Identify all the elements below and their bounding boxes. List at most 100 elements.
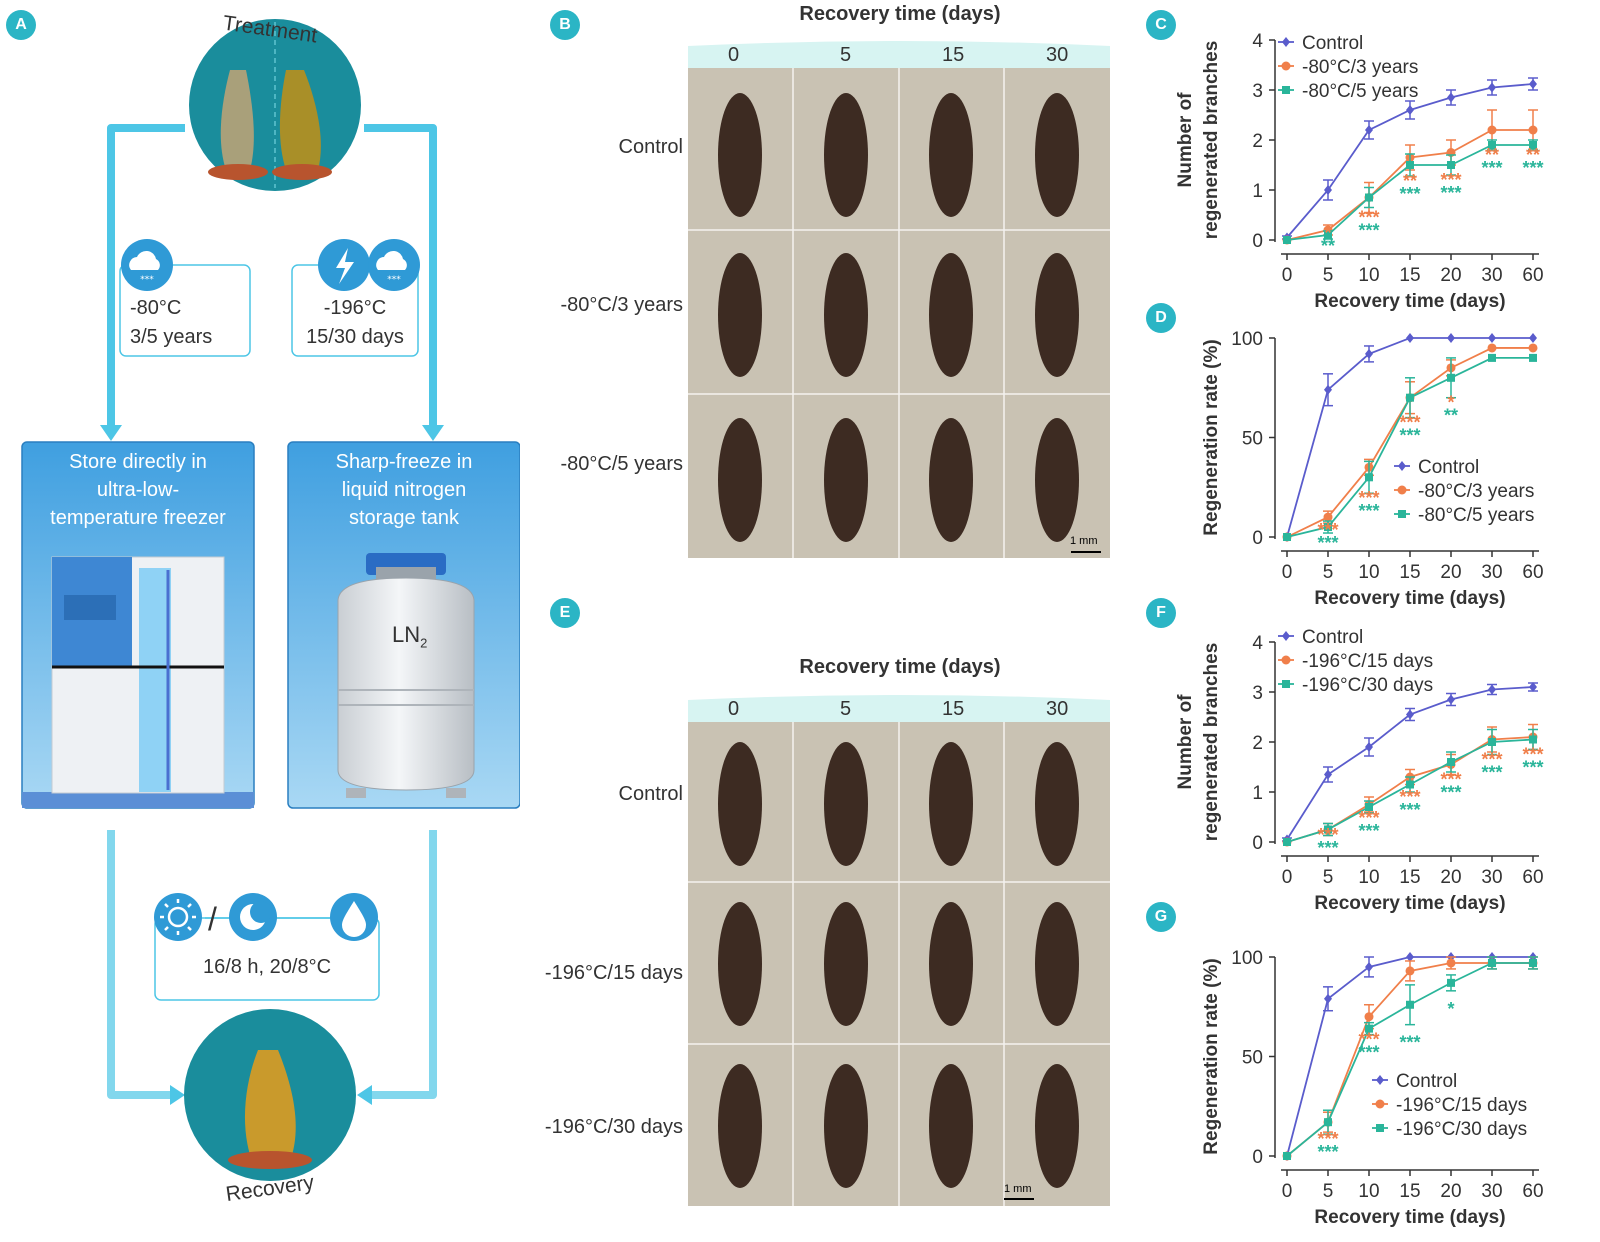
panel-letter-e: E	[550, 598, 580, 628]
freezer-title: Store directly in ultra-low- temperature…	[22, 448, 254, 532]
legend-label: Control	[1396, 1071, 1457, 1092]
significance-marker: ***	[1358, 1030, 1379, 1050]
x-tick-label: 0	[1282, 562, 1293, 583]
significance-marker: ***	[1440, 183, 1461, 203]
scale-bar-label: 1 mm	[1070, 535, 1098, 547]
x-tick-label: 20	[1440, 1181, 1461, 1202]
x-tick-label: 0	[1282, 867, 1293, 888]
ln2-box	[287, 441, 520, 809]
y-tick-label: 50	[1242, 1048, 1263, 1069]
y-tick-label: 1	[1252, 783, 1263, 804]
data-point	[1364, 1012, 1374, 1022]
chart-g: 0 50 100 0 5 10 15 20 30 60 Recovery time (days) Re…	[1201, 948, 1544, 1228]
x-tick-label: 5	[1323, 867, 1334, 888]
data-point	[1406, 709, 1414, 720]
significance-marker: ***	[1317, 838, 1338, 858]
column-label: 0	[728, 698, 740, 720]
y-tick-label: 0	[1252, 231, 1263, 252]
legend-marker	[1282, 631, 1290, 641]
legend-marker	[1397, 485, 1407, 495]
legend-label: -196°C/15 days	[1396, 1095, 1527, 1116]
data-point	[1365, 1024, 1373, 1033]
significance-marker: ***	[1481, 158, 1502, 178]
significance-marker: ***	[1481, 763, 1502, 783]
significance-marker: ***	[1522, 158, 1543, 178]
x-tick-label: 60	[1522, 562, 1543, 583]
legend-marker	[1398, 510, 1406, 518]
water-drop-icon	[330, 893, 378, 941]
freezer-title-line: temperature freezer	[50, 507, 226, 529]
x-tick-label: 10	[1358, 867, 1379, 888]
panel-b-photo-grid	[688, 41, 1110, 558]
chart-c: 0 1 2 3 4 0 5 10 15 20 30 60 Recovery time (days) Num…	[1175, 31, 1544, 312]
significance-marker: ***	[1440, 770, 1461, 790]
x-tick-label: 0	[1282, 265, 1293, 286]
y-axis-label: Number of	[1175, 92, 1196, 188]
data-point	[1488, 141, 1496, 149]
data-point	[1406, 393, 1414, 402]
x-axis-label: Recovery time (days)	[1314, 893, 1505, 914]
y-tick-label: 2	[1252, 733, 1263, 754]
data-point	[1529, 958, 1537, 967]
y-tick-label: 0	[1252, 1147, 1263, 1168]
data-point	[1529, 682, 1537, 692]
column-label: 30	[1046, 698, 1069, 720]
ln2-title-line: Sharp-freeze in	[335, 451, 473, 473]
x-tick-label: 60	[1522, 1181, 1543, 1202]
svg-text:***: ***	[387, 275, 401, 285]
x-tick-label: 10	[1358, 265, 1379, 286]
y-tick-label: 2	[1252, 131, 1263, 152]
significance-marker: ***	[1399, 426, 1420, 446]
y-axis-label: regenerated branches	[1201, 41, 1222, 240]
data-point	[1406, 105, 1414, 115]
significance-marker: ***	[1440, 170, 1461, 190]
x-tick-label: 15	[1399, 265, 1420, 286]
significance-marker: ***	[1399, 1033, 1420, 1053]
column-label: 5	[840, 44, 852, 66]
significance-marker: *	[1447, 393, 1454, 413]
panel-letter-f: F	[1146, 598, 1176, 628]
legend-marker	[1375, 1099, 1385, 1109]
data-point	[1406, 780, 1414, 789]
x-tick-label: 15	[1399, 1181, 1420, 1202]
legend-label: -80°C/5 years	[1302, 81, 1418, 102]
panel-letter-d: D	[1146, 303, 1176, 333]
x-axis-label: Recovery time (days)	[1314, 588, 1505, 609]
data-point	[1447, 161, 1455, 169]
x-tick-label: 30	[1481, 867, 1502, 888]
scale-bar-label: 1 mm	[1004, 1183, 1032, 1195]
legend-label: -80°C/3 years	[1302, 57, 1418, 78]
legend-label: Control	[1302, 33, 1363, 54]
data-point	[1283, 1152, 1291, 1160]
significance-marker: ***	[1358, 208, 1379, 228]
legend-marker	[1281, 61, 1291, 71]
data-point	[1488, 738, 1496, 746]
lightning-icon	[318, 239, 370, 291]
moon-icon	[229, 893, 277, 941]
legend-label: -196°C/30 days	[1396, 1119, 1527, 1140]
x-tick-label: 5	[1323, 265, 1334, 286]
x-tick-label: 10	[1358, 1181, 1379, 1202]
data-point	[1447, 333, 1455, 343]
significance-marker: ***	[1358, 821, 1379, 841]
left-condition: -80°C 3/5 years	[130, 294, 212, 352]
data-point	[1529, 353, 1537, 362]
row-label: -196°C/30 days	[544, 1116, 683, 1138]
significance-marker: ***	[1522, 758, 1543, 778]
legend-marker	[1376, 1124, 1384, 1132]
significance-marker: ***	[1399, 184, 1420, 204]
significance-marker: ***	[1399, 413, 1420, 433]
data-point	[1406, 161, 1414, 169]
data-point	[1529, 141, 1537, 149]
panel-letter-a: A	[6, 10, 36, 40]
panel-b-header: Recovery time (days)	[799, 3, 1001, 25]
right-condition-temp: -196°C	[323, 297, 387, 319]
flow-arrows	[107, 124, 437, 1099]
ln2-label: LN2	[392, 622, 427, 650]
ln2-title-line: liquid nitrogen	[341, 479, 467, 501]
panel-a-diagram: *** ***	[21, 19, 520, 1181]
significance-marker: ***	[1317, 1142, 1338, 1162]
significance-marker: **	[1321, 236, 1335, 256]
chart-d: 0 50 100 0 5 10 15 20 30 60 Recovery time (days) Re…	[1201, 329, 1544, 609]
y-tick-label: 50	[1242, 429, 1263, 450]
